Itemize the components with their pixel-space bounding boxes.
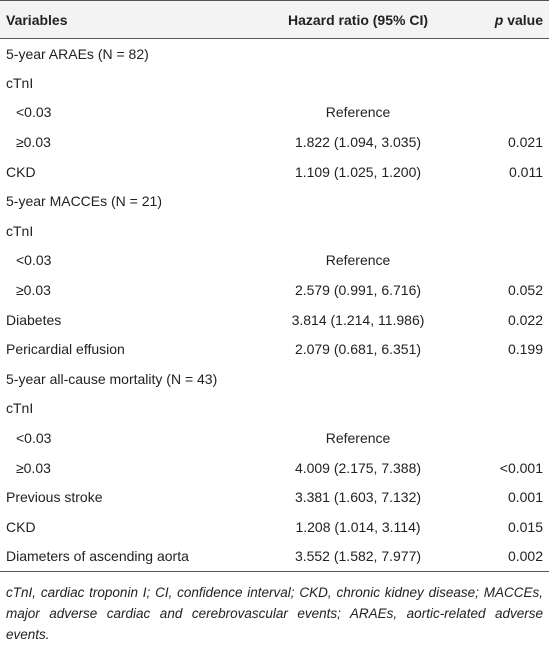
p-value-cell: 0.001: [507, 489, 543, 506]
hazard-ratio-cell: 2.079 (0.681, 6.351): [294, 341, 422, 358]
label-cell: ≥0.03: [16, 459, 51, 476]
hazard-ratio-cell: [242, 216, 474, 246]
table-row: Pericardial effusion 2.079 (0.681, 6.351)…: [0, 334, 549, 364]
hazard-ratio-cell: 3.552 (1.582, 7.977): [294, 548, 422, 565]
hazard-ratio-cell: 1.208 (1.014, 3.114): [295, 518, 421, 535]
table-row: CKD 1.208 (1.014, 3.114) 0.015: [0, 512, 549, 542]
label-cell: CKD: [6, 163, 36, 180]
label-cell: 5-year MACCEs (N = 21): [6, 193, 162, 210]
table-row: <0.03 Reference: [0, 423, 549, 453]
header-cell: p value: [474, 1, 549, 39]
label-cell: 5-year all-cause mortality (N = 43): [6, 370, 218, 387]
table-body: 5-year ARAEs (N = 82) cTnI <0.03 Reference ≥…: [0, 39, 549, 572]
p-value-cell: 0.002: [507, 548, 543, 565]
table-row: 5-year all-cause mortality (N = 43): [0, 364, 549, 394]
p-value-cell: [474, 246, 549, 276]
hazard-ratio-cell: 2.579 (0.991, 6.716): [294, 282, 422, 299]
label-cell: cTnI: [6, 74, 34, 91]
hazard-ratio-cell: 4.009 (2.175, 7.388): [294, 459, 422, 476]
table-row: Diameters of ascending aorta 3.552 (1.582…: [0, 542, 549, 572]
p-value-cell: 0.015: [507, 518, 543, 535]
table-header: Variables Hazard ratio (95% CI) p value: [0, 0, 549, 39]
label-cell: Previous stroke: [6, 489, 103, 506]
results-table: Variables Hazard ratio (95% CI) p value …: [0, 0, 549, 572]
hazard-ratio-cell: [242, 68, 474, 98]
hazard-ratio-cell: Reference: [325, 252, 391, 269]
label-cell: Pericardial effusion: [6, 341, 125, 358]
label-cell: ≥0.03: [16, 134, 51, 151]
p-value-cell: 0.199: [507, 341, 543, 358]
table-row: ≥0.03 2.579 (0.991, 6.716) 0.052: [0, 275, 549, 305]
header-text: p: [494, 11, 504, 28]
p-value-cell: 0.052: [507, 282, 543, 299]
header-cell: Hazard ratio (95% CI): [287, 11, 429, 28]
p-value-cell: <0.001: [499, 459, 543, 476]
header-text: value: [507, 11, 543, 28]
p-value-cell: [474, 364, 549, 394]
header-cell: Variables: [6, 11, 68, 28]
table-row: cTnI: [0, 216, 549, 246]
header-row: Variables Hazard ratio (95% CI) p value: [0, 0, 549, 39]
p-value-cell: [474, 186, 549, 216]
hazard-ratio-cell: 1.822 (1.094, 3.035): [294, 134, 422, 151]
label-cell: cTnI: [6, 222, 34, 239]
table-row: <0.03 Reference: [0, 98, 549, 128]
p-value-cell: [474, 216, 549, 246]
p-value-cell: 0.022: [507, 311, 543, 328]
p-value-cell: [474, 98, 549, 128]
hazard-ratio-cell: 3.381 (1.603, 7.132): [294, 489, 422, 506]
hazard-ratio-cell: [242, 186, 474, 216]
label-cell: cTnI: [6, 400, 34, 417]
label-cell: <0.03: [16, 104, 52, 121]
table-row: 5-year ARAEs (N = 82): [0, 39, 549, 69]
p-value-cell: [474, 68, 549, 98]
label-cell: Diameters of ascending aorta: [6, 548, 189, 565]
label-cell: ≥0.03: [16, 282, 51, 299]
footnote: cTnI, cardiac troponin I; CI, confidence…: [6, 584, 543, 642]
label-cell: Diabetes: [6, 311, 62, 328]
p-value-cell: 0.011: [509, 163, 543, 180]
table-row: Previous stroke 3.381 (1.603, 7.132) 0.001: [0, 482, 549, 512]
label-cell: CKD: [6, 518, 36, 535]
hazard-ratio-cell: 1.109 (1.025, 1.200): [294, 163, 422, 180]
label-cell: <0.03: [16, 430, 52, 447]
table-row: Diabetes 3.814 (1.214, 11.986) 0.022: [0, 305, 549, 335]
p-value-cell: [474, 39, 549, 69]
table-row: cTnI: [0, 394, 549, 424]
table-row: 5-year MACCEs (N = 21): [0, 186, 549, 216]
label-cell: <0.03: [16, 252, 52, 269]
table-row: ≥0.03 1.822 (1.094, 3.035) 0.021: [0, 127, 549, 157]
p-value-cell: [474, 423, 549, 453]
table-row: CKD 1.109 (1.025, 1.200) 0.011: [0, 157, 549, 187]
hazard-ratio-cell: [242, 364, 474, 394]
table-row: ≥0.03 4.009 (2.175, 7.388) <0.001: [0, 453, 549, 483]
label-cell: 5-year ARAEs (N = 82): [6, 45, 149, 62]
table-row: <0.03 Reference: [0, 246, 549, 276]
hazard-ratio-cell: [242, 39, 474, 69]
hazard-ratio-cell: [242, 394, 474, 424]
hazard-ratio-cell: 3.814 (1.214, 11.986): [291, 311, 425, 328]
hazard-ratio-cell: Reference: [325, 104, 391, 121]
p-value-cell: 0.021: [507, 134, 543, 151]
hazard-ratio-cell: Reference: [325, 430, 391, 447]
p-value-cell: [474, 394, 549, 424]
table-row: cTnI: [0, 68, 549, 98]
